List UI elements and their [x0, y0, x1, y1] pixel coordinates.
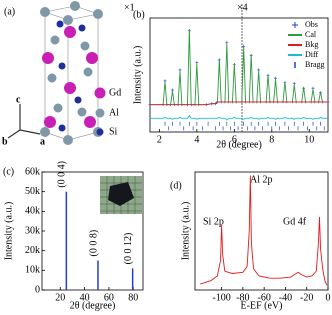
- x-tick-label: 60: [104, 292, 114, 303]
- x-tick-label: -20: [300, 292, 313, 303]
- plot-frame: [194, 171, 329, 291]
- annotation: ×1: [124, 2, 135, 13]
- annotation: Gd 4f: [283, 216, 307, 227]
- y-tick-label: 0: [35, 284, 40, 295]
- panel-label: (b): [133, 9, 145, 20]
- y-axis-label: Intensity (a.u.): [3, 202, 14, 261]
- x-tick-label: 2: [157, 134, 162, 145]
- x-tick-label: 40: [80, 292, 90, 303]
- y-tick-label: 30k: [25, 225, 40, 236]
- peak-label: (0 0 8): [88, 230, 99, 257]
- x-tick-label: 4: [194, 134, 199, 145]
- legend-label: Bkg: [305, 40, 318, 49]
- panel-label: (a): [4, 6, 15, 17]
- x-axis-label: 2θ (degree): [70, 300, 116, 311]
- axis-label: c: [16, 94, 21, 105]
- x-tick-label: 0: [326, 292, 331, 303]
- x-tick-label: -80: [236, 292, 249, 303]
- x-tick-label: 6: [232, 134, 237, 145]
- y-tick-label: 40k: [25, 206, 40, 217]
- x-tick-label: 10: [304, 134, 314, 145]
- plot-frame: [149, 17, 329, 133]
- x-tick-label: 20: [55, 292, 65, 303]
- peak-label: (0 0 12): [123, 233, 134, 265]
- legend-symbol: [292, 22, 298, 28]
- element-label: Gd: [109, 87, 121, 98]
- y-tick-label: 50k: [25, 186, 40, 197]
- legend-label: Diff: [305, 50, 319, 59]
- x-tick-label: 80: [128, 292, 138, 303]
- x-tick-label: 8: [269, 134, 274, 145]
- element-label: Si: [109, 126, 118, 137]
- x-axis-label: E-EF (eV): [241, 300, 283, 311]
- axis-label: b: [2, 136, 8, 147]
- panel-label: (c): [3, 166, 14, 177]
- series-line: [200, 175, 328, 286]
- legend-label: Obs: [305, 20, 318, 29]
- y-tick-label: 10k: [25, 265, 40, 276]
- element-label: Al: [109, 107, 119, 118]
- y-tick-label: 20k: [25, 245, 40, 256]
- x-tick-label: -100: [212, 292, 230, 303]
- annotation: Al 2p: [250, 174, 273, 185]
- y-tick-label: 60k: [25, 166, 40, 177]
- axis-label: a: [40, 136, 45, 147]
- x-tick-label: -40: [279, 292, 292, 303]
- legend-label: Cal: [305, 30, 317, 39]
- series-line: [150, 101, 328, 106]
- annotation: ×4: [237, 2, 248, 13]
- series-line: [150, 28, 328, 106]
- legend-label: Bragg: [305, 60, 325, 69]
- x-axis-label: 2θ (degree): [216, 139, 262, 150]
- annotation: Si 2p: [203, 216, 224, 227]
- series-line: [150, 114, 328, 121]
- crystal-structure: [7, 1, 106, 145]
- y-axis-label: Intensity (a.u.): [180, 202, 191, 261]
- inset-photo: [100, 176, 142, 214]
- panel-label: (d): [170, 180, 182, 191]
- y-axis-label: Intensity (a.u.): [132, 46, 143, 105]
- peak-label: (0 0 4): [57, 161, 68, 188]
- x-tick-label: -60: [257, 292, 270, 303]
